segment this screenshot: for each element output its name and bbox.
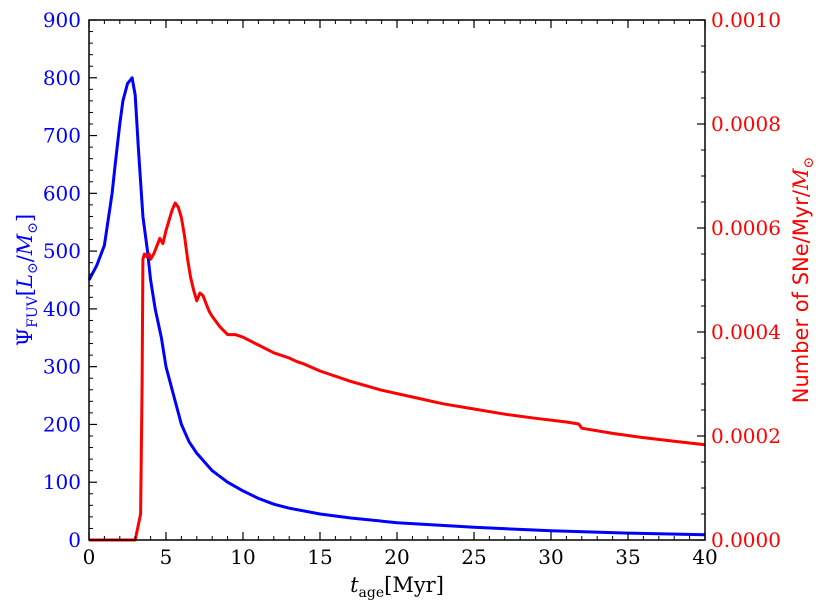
y-right-tick-label: 0.0010 bbox=[711, 8, 781, 32]
x-tick-label: 25 bbox=[461, 545, 486, 569]
series-line-fuv bbox=[87, 76, 706, 537]
x-tick-label: 10 bbox=[230, 545, 255, 569]
y-left-tick-label: 500 bbox=[43, 239, 81, 263]
x-axis-label: tage[Myr] bbox=[350, 573, 444, 601]
ticks bbox=[88, 19, 706, 541]
y-left-tick-label: 0 bbox=[68, 528, 81, 552]
y-left-tick-label: 900 bbox=[43, 8, 81, 32]
y-right-tick-label: 0.0008 bbox=[711, 112, 781, 136]
y-right-tick-label: 0.0006 bbox=[711, 216, 781, 240]
y-left-tick-label: 200 bbox=[43, 412, 81, 436]
x-tick-label: 20 bbox=[384, 545, 409, 569]
series-line-sne-rate bbox=[89, 201, 706, 542]
y-right-tick-label: 0.0000 bbox=[711, 528, 781, 552]
x-tick-label: 5 bbox=[160, 545, 173, 569]
y-right-tick-label: 0.0002 bbox=[711, 424, 781, 448]
tick-labels: 0 5 10 15 20 25 30 35 40010020030040050060070080… bbox=[43, 8, 781, 569]
plot-lines bbox=[87, 76, 706, 542]
y-right-tick-label: 0.0004 bbox=[711, 320, 781, 344]
y-left-tick-label: 800 bbox=[43, 66, 81, 90]
y-left-tick-label: 600 bbox=[43, 181, 81, 205]
x-tick-label: 0 bbox=[83, 545, 96, 569]
x-tick-label: 30 bbox=[538, 545, 563, 569]
y-left-tick-label: 300 bbox=[43, 355, 81, 379]
x-tick-label: 15 bbox=[307, 545, 332, 569]
y-left-tick-label: 700 bbox=[43, 124, 81, 148]
plot-frame bbox=[88, 19, 706, 541]
y-axis-label-left: ΨFUV[L⊙/M⊙] bbox=[13, 214, 41, 346]
y-left-tick-label: 400 bbox=[43, 297, 81, 321]
y-axis-label-right: Number of SNe/Myr/M⊙ bbox=[789, 157, 817, 404]
x-tick-label: 40 bbox=[692, 545, 717, 569]
y-left-tick-label: 100 bbox=[43, 470, 81, 494]
x-tick-label: 35 bbox=[615, 545, 640, 569]
